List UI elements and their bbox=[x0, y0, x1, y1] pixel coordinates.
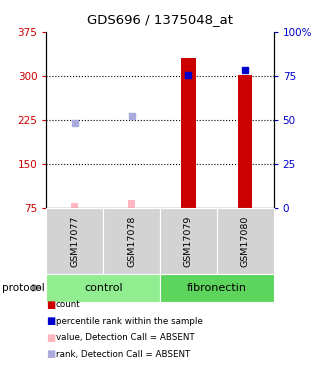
Text: GDS696 / 1375048_at: GDS696 / 1375048_at bbox=[87, 13, 233, 26]
Text: GSM17079: GSM17079 bbox=[184, 215, 193, 267]
Bar bbox=[128, 201, 135, 208]
Text: GSM17078: GSM17078 bbox=[127, 215, 136, 267]
Text: GSM17077: GSM17077 bbox=[70, 215, 79, 267]
Bar bbox=[238, 75, 252, 208]
Text: ■: ■ bbox=[46, 333, 56, 343]
Text: ■: ■ bbox=[46, 300, 56, 310]
Text: rank, Detection Call = ABSENT: rank, Detection Call = ABSENT bbox=[56, 350, 190, 359]
Text: percentile rank within the sample: percentile rank within the sample bbox=[56, 317, 203, 326]
Text: ■: ■ bbox=[46, 316, 56, 326]
Text: control: control bbox=[84, 283, 123, 293]
Text: GSM17080: GSM17080 bbox=[241, 215, 250, 267]
Text: value, Detection Call = ABSENT: value, Detection Call = ABSENT bbox=[56, 333, 195, 342]
Text: fibronectin: fibronectin bbox=[187, 283, 247, 293]
Text: count: count bbox=[56, 300, 81, 309]
Bar bbox=[71, 203, 78, 208]
Bar bbox=[181, 58, 196, 208]
Text: protocol: protocol bbox=[2, 283, 44, 293]
Text: ■: ■ bbox=[46, 350, 56, 359]
